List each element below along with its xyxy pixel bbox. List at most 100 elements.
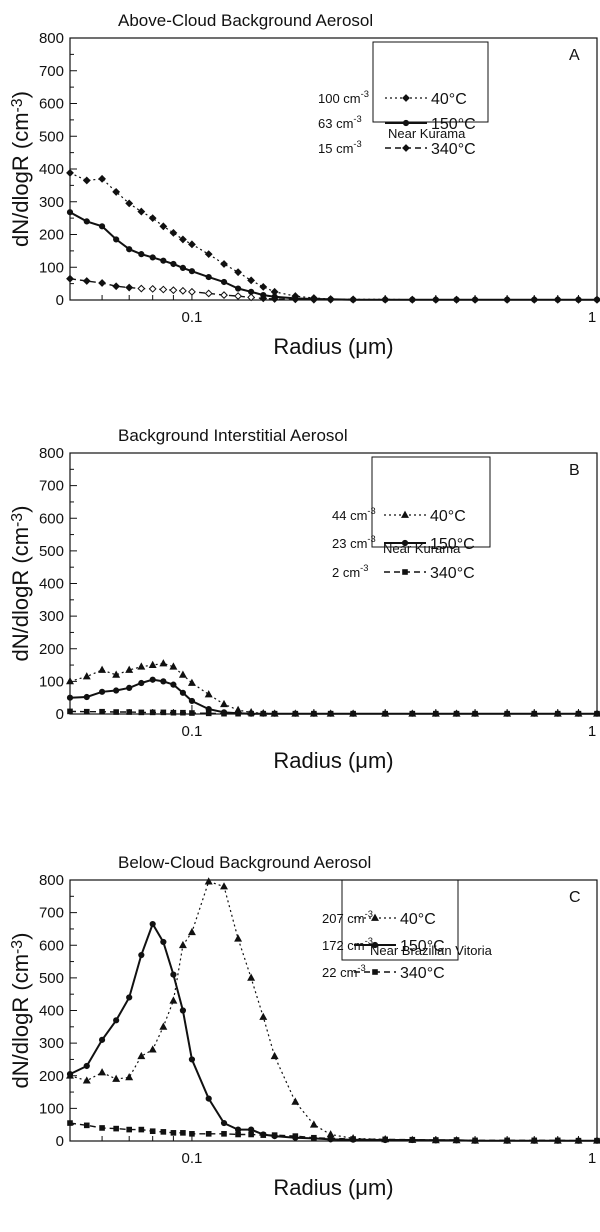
data-point — [204, 289, 213, 298]
data-point — [235, 1131, 241, 1138]
chart-panel-c: Below-Cloud Background Aerosol C 0 100 200 30… — [8, 853, 600, 1200]
data-point — [113, 1125, 119, 1132]
data-point — [188, 287, 196, 296]
data-point — [594, 1137, 600, 1144]
data-point — [350, 710, 356, 717]
y-tick-label: 500 — [39, 128, 64, 145]
legend-label: 340°C — [431, 141, 476, 158]
data-point — [188, 268, 196, 275]
data-point — [148, 214, 157, 223]
data-point — [160, 1129, 167, 1135]
data-point — [433, 1137, 439, 1143]
data-point — [326, 295, 335, 304]
data-point — [220, 291, 228, 299]
data-point — [327, 1135, 334, 1142]
x-axis-label: Radius (μm) — [273, 748, 393, 773]
data-point — [204, 250, 213, 259]
data-point — [531, 710, 538, 717]
data-point — [126, 1126, 132, 1133]
legend-concentration: 44 cm-3 — [332, 506, 376, 523]
data-point — [234, 285, 242, 292]
x-tick-label: 1 — [588, 1150, 596, 1167]
data-point — [113, 687, 120, 694]
data-point — [452, 295, 461, 304]
data-point — [137, 284, 146, 293]
data-point — [159, 1022, 168, 1030]
data-point — [113, 236, 120, 243]
series-line — [69, 678, 597, 715]
data-point — [113, 1017, 120, 1024]
data-point — [292, 1133, 299, 1139]
data-point — [83, 1122, 90, 1129]
data-point — [554, 710, 561, 717]
data-point — [126, 246, 133, 253]
legend-marker — [402, 569, 408, 575]
data-point — [409, 710, 416, 717]
legend-label: 40°C — [430, 508, 466, 525]
y-tick-label: 400 — [39, 1003, 64, 1020]
data-point — [349, 295, 358, 304]
data-point — [170, 681, 177, 688]
data-point — [148, 660, 157, 668]
data-point — [82, 672, 91, 680]
data-point — [259, 294, 268, 303]
y-tick-label: 800 — [39, 30, 64, 47]
data-point — [187, 678, 196, 686]
data-point — [554, 1137, 561, 1144]
data-point — [66, 1071, 74, 1078]
data-point — [138, 251, 145, 258]
data-point — [137, 662, 146, 670]
y-tick-label: 100 — [39, 673, 64, 690]
data-point — [221, 1131, 227, 1137]
legend-concentration: 22 cm-3 — [322, 963, 366, 980]
legend-concentration: 63 cm-3 — [318, 114, 362, 131]
data-point — [125, 199, 134, 208]
data-point — [159, 222, 168, 231]
data-point — [169, 286, 178, 295]
data-point — [170, 709, 177, 716]
data-point — [138, 709, 145, 716]
data-point — [221, 710, 227, 717]
y-tick-label: 700 — [39, 63, 64, 80]
chart-panel-a: Above-Cloud Background Aerosol A 0 100 200 30… — [8, 11, 600, 359]
series-0 — [66, 169, 600, 304]
data-point — [408, 295, 417, 304]
legend-marker — [372, 969, 378, 975]
legend-concentration: 172 cm-3 — [322, 936, 373, 953]
data-point — [98, 665, 107, 673]
data-point — [247, 293, 256, 302]
data-point — [112, 188, 121, 196]
series-1 — [66, 920, 600, 1144]
panel-label: C — [569, 889, 581, 906]
y-tick-label: 500 — [39, 970, 64, 987]
x-tick-label: 1 — [588, 723, 596, 740]
data-point — [235, 710, 241, 717]
plot-frame — [69, 37, 598, 301]
data-point — [204, 690, 213, 698]
legend-label: 150°C — [400, 938, 445, 955]
legend-concentration: 2 cm-3 — [332, 563, 368, 580]
data-point — [382, 710, 389, 717]
data-point — [179, 1007, 187, 1014]
data-point — [179, 286, 187, 295]
data-point — [311, 710, 317, 717]
series-0 — [66, 659, 600, 717]
data-point — [188, 1056, 196, 1063]
data-point — [189, 710, 195, 716]
series-line — [69, 921, 597, 1142]
legend-marker — [371, 941, 379, 949]
chart-panel-b: Background Interstitial Aerosol B 0 100 200 3… — [8, 426, 600, 773]
data-point — [247, 276, 256, 285]
data-point — [220, 260, 228, 268]
data-point — [82, 277, 91, 285]
data-point — [234, 1126, 242, 1133]
data-point — [82, 1076, 91, 1084]
data-point — [160, 709, 167, 716]
legend-marker — [402, 119, 410, 127]
series-line — [69, 172, 597, 301]
legend-label: 40°C — [431, 91, 467, 108]
series-line — [69, 1122, 597, 1142]
data-point — [179, 689, 187, 696]
data-point — [311, 1134, 317, 1141]
data-point — [148, 284, 157, 293]
